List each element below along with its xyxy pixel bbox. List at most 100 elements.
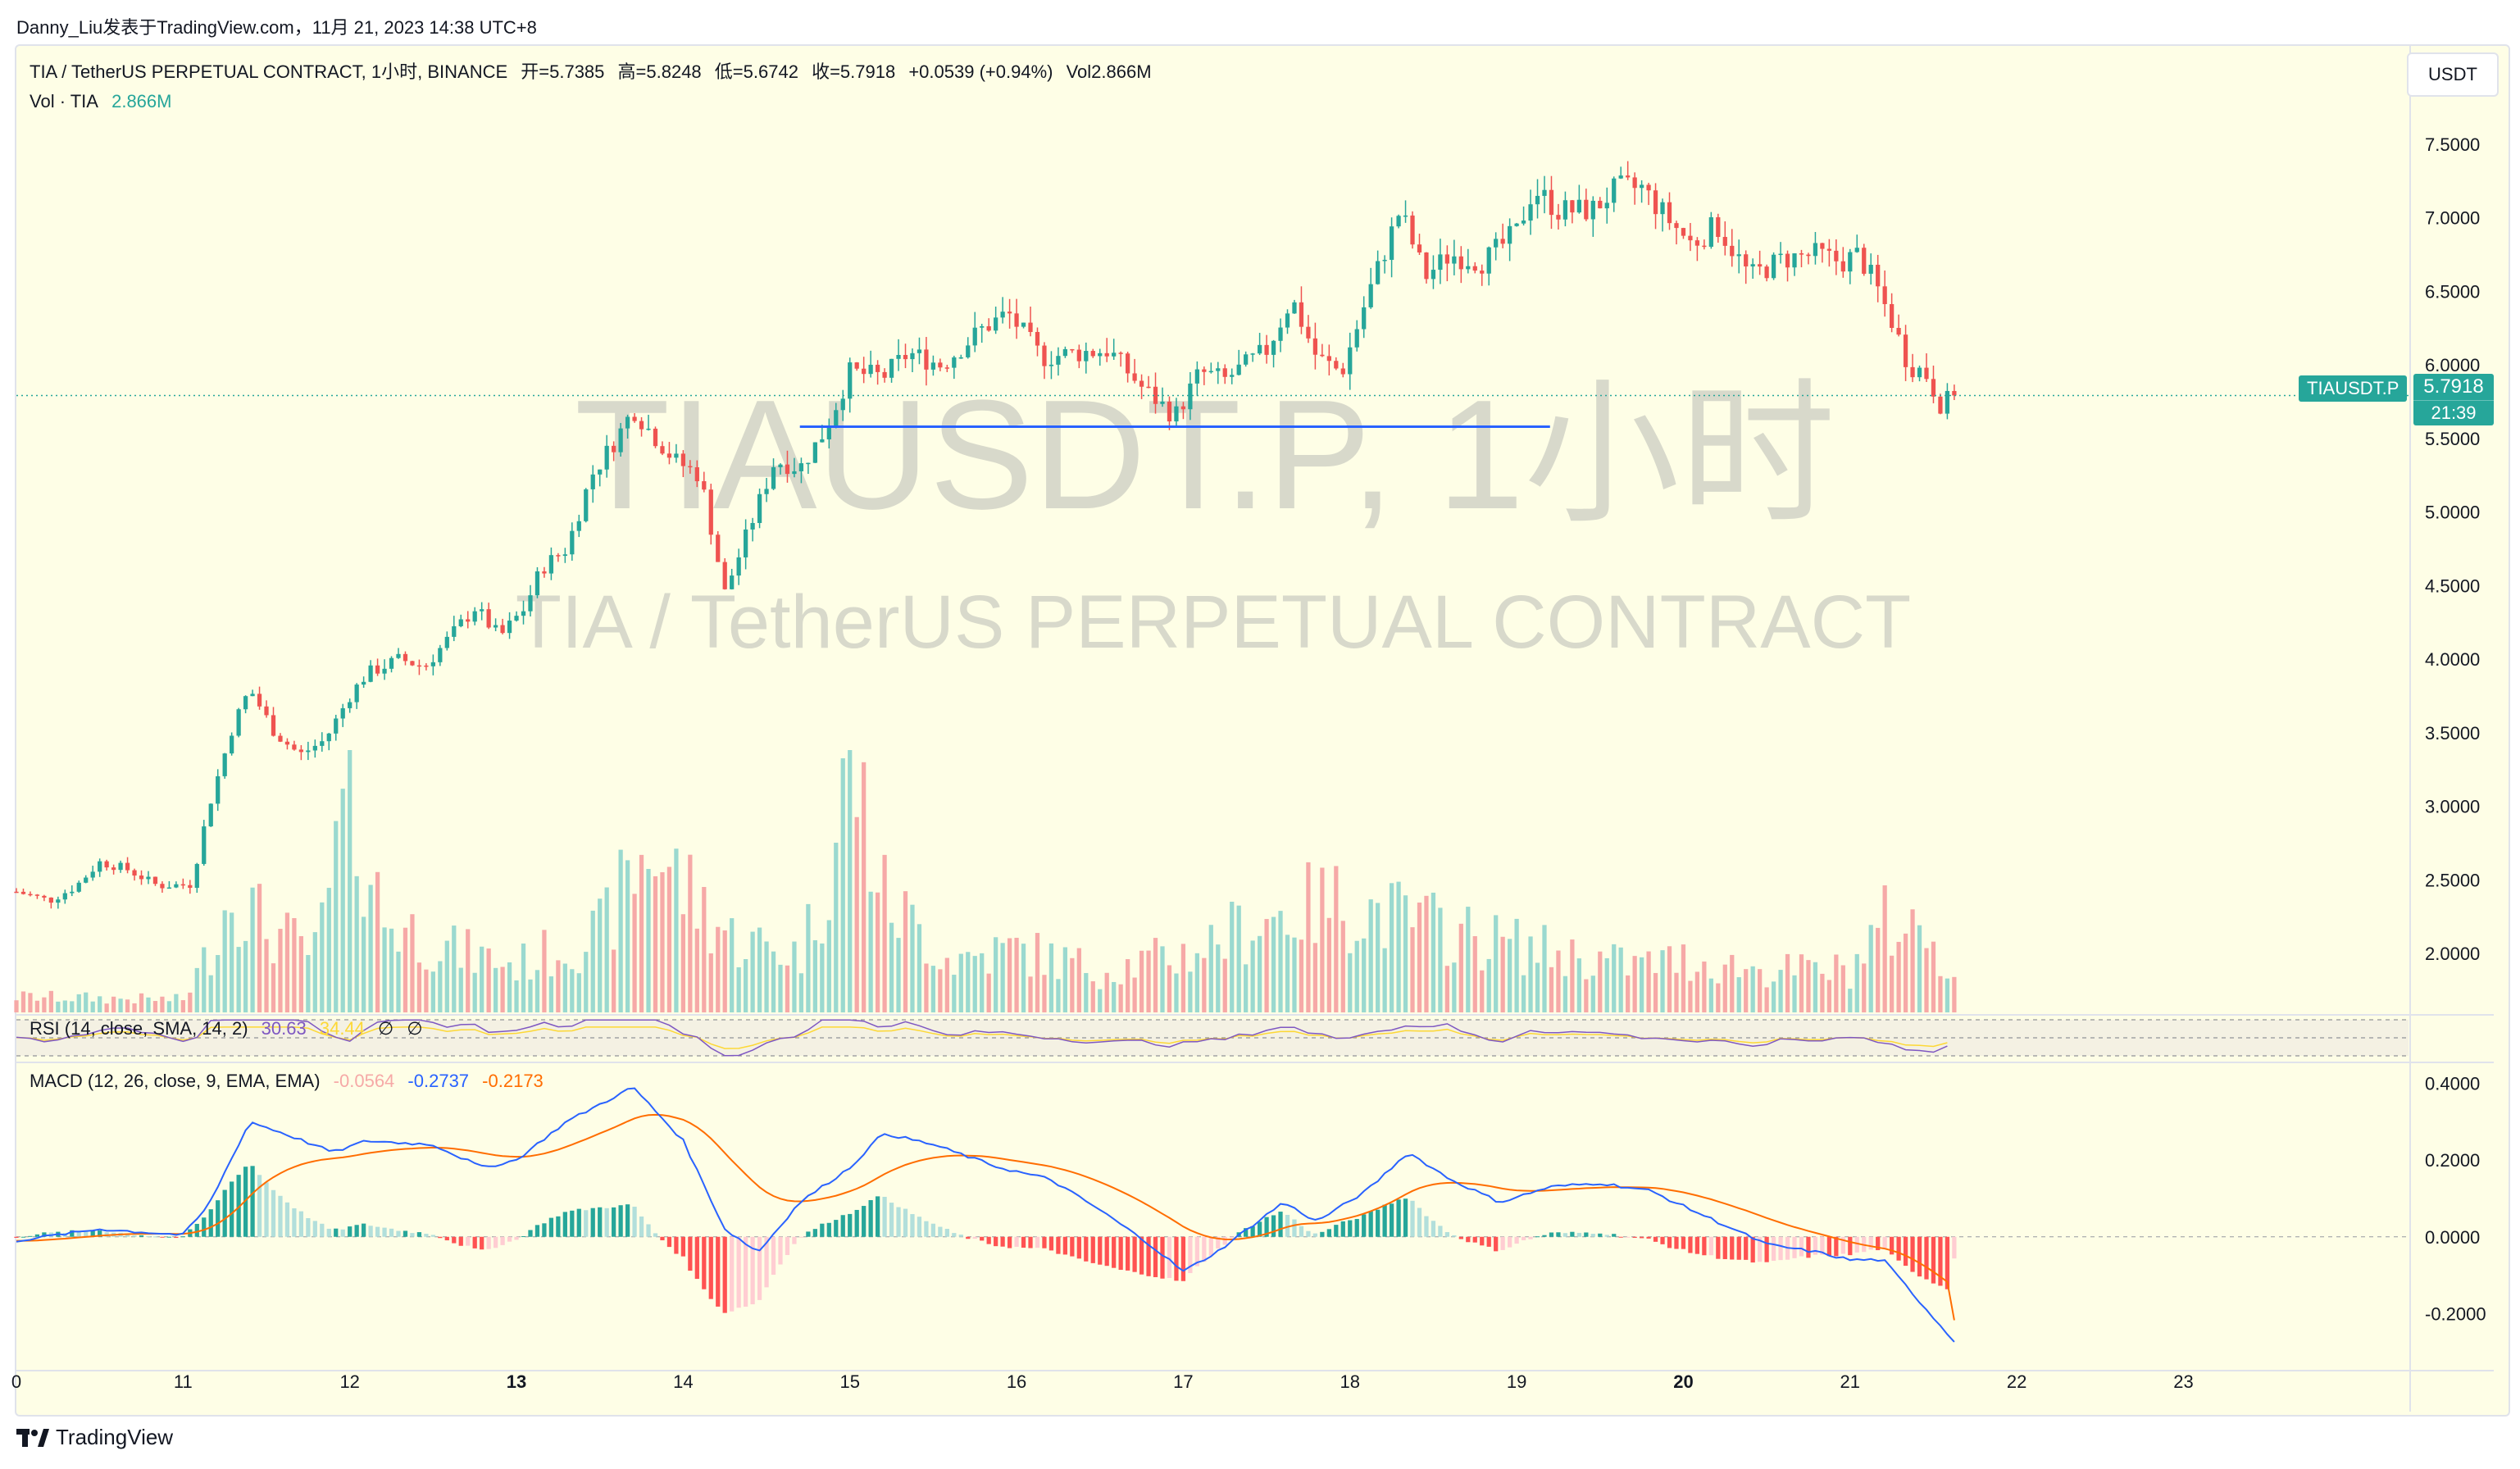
volume-bar <box>243 940 248 1012</box>
volume-bar <box>1514 918 1519 1012</box>
volume-bar <box>20 991 26 1012</box>
footer-brand[interactable]: TradingView <box>16 1425 173 1450</box>
macd-histogram-bar <box>1868 1236 1873 1250</box>
candle-body <box>486 609 491 628</box>
candle-body <box>1236 364 1241 375</box>
candle-body <box>1931 379 1936 397</box>
time-tick-label: 20 <box>1673 1371 1693 1392</box>
candle-body <box>1708 217 1713 248</box>
candle-body <box>702 481 707 490</box>
volume-bar <box>334 821 339 1012</box>
candle-body <box>958 357 963 359</box>
macd-histogram-bar <box>222 1189 227 1237</box>
macd-histogram-bar <box>1403 1198 1408 1237</box>
candle-body <box>56 899 61 903</box>
volume-bar <box>1736 977 1741 1012</box>
macd-histogram-bar <box>1160 1236 1165 1279</box>
macd-histogram-bar <box>84 1230 89 1237</box>
candle-body <box>1604 202 1609 209</box>
macd-histogram-bar <box>994 1236 998 1247</box>
volume-bar <box>458 967 463 1012</box>
low-value: 低=5.6742 <box>714 61 798 82</box>
macd-histogram-bar <box>243 1167 248 1237</box>
volume-bar <box>111 996 116 1012</box>
macd-histogram-bar <box>826 1222 831 1237</box>
volume-bar <box>840 758 845 1012</box>
macd-histogram-bar <box>1299 1226 1304 1237</box>
rsi-label[interactable]: RSI (14, close, SMA, 14, 2) <box>30 1018 248 1039</box>
time-tick-label: 16 <box>1007 1371 1026 1392</box>
candle-body <box>1494 239 1499 248</box>
volume-bar <box>493 967 498 1012</box>
candle-body <box>1292 302 1297 314</box>
volume-bar <box>410 914 415 1012</box>
chart-frame[interactable] <box>15 44 2510 1417</box>
candle-body <box>1132 373 1137 381</box>
macd-histogram-bar <box>1257 1221 1262 1237</box>
candle-body <box>646 428 651 430</box>
candle-body <box>1778 253 1783 256</box>
volume-series-label[interactable]: Vol · TIA <box>30 91 98 111</box>
candle-body <box>1194 369 1199 384</box>
volume-bar <box>590 910 595 1012</box>
macd-histogram-bar <box>584 1210 589 1237</box>
candle-body <box>1764 266 1769 279</box>
volume-bar <box>354 875 359 1012</box>
volume-bar <box>576 973 581 1012</box>
symbol-title[interactable]: TIA / TetherUS PERPETUAL CONTRACT, 1小时, … <box>30 61 508 82</box>
candle-body <box>1535 195 1540 205</box>
macd-histogram-bar <box>194 1223 199 1237</box>
time-tick-label: 0 <box>11 1371 21 1392</box>
volume-bar <box>1813 962 1818 1012</box>
volume-bar <box>875 892 880 1012</box>
candle-body <box>1848 252 1853 272</box>
candle-body <box>1403 215 1408 217</box>
currency-unit-button[interactable]: USDT <box>2407 52 2499 97</box>
volume-bar <box>1632 956 1637 1012</box>
volume-bar <box>472 972 477 1012</box>
macd-histogram-bar <box>966 1236 971 1239</box>
candle-body <box>972 327 977 346</box>
volume-bar <box>1694 971 1700 1012</box>
volume-bar <box>1167 965 1172 1012</box>
macd-histogram-bar <box>375 1226 380 1237</box>
volume-bar <box>1452 962 1457 1012</box>
volume-bar <box>76 994 81 1012</box>
candle-body <box>1362 307 1367 330</box>
macd-histogram-bar <box>875 1196 880 1237</box>
volume-bar <box>1326 917 1331 1012</box>
volume-bar <box>1132 977 1137 1012</box>
macd-histogram-bar <box>42 1232 47 1237</box>
candle-body <box>1584 199 1589 220</box>
candle-body <box>416 665 422 667</box>
macd-label[interactable]: MACD (12, 26, close, 9, EMA, EMA) <box>30 1071 321 1091</box>
macd-histogram-bar <box>757 1236 762 1300</box>
rsi-extra-1: ∅ <box>378 1018 394 1039</box>
macd-histogram-bar <box>1070 1236 1075 1257</box>
volume-bar <box>1458 923 1463 1012</box>
volume-bar <box>1007 938 1012 1012</box>
candle-body <box>1716 217 1721 238</box>
macd-histogram-bar <box>14 1236 19 1238</box>
time-tick-label: 22 <box>2007 1371 2026 1392</box>
candle-body <box>1376 261 1381 284</box>
volume-bar <box>1062 947 1068 1012</box>
macd-histogram-bar <box>1632 1236 1637 1239</box>
macd-histogram-bar <box>896 1207 901 1237</box>
macd-histogram-bar <box>1514 1236 1519 1244</box>
volume-bar <box>424 969 429 1012</box>
candle-body <box>306 750 311 753</box>
volume-bar <box>1480 970 1485 1012</box>
macd-histogram-bar <box>1952 1236 1957 1259</box>
macd-histogram-bar <box>1362 1214 1367 1237</box>
candle-body <box>1702 245 1707 248</box>
macd-histogram-bar <box>1716 1236 1721 1259</box>
candle-body <box>188 885 193 889</box>
macd-histogram-bar <box>340 1229 345 1237</box>
volume-bar <box>1048 943 1054 1012</box>
candlesticks[interactable] <box>14 161 1957 909</box>
macd-histogram-bar <box>1396 1199 1401 1237</box>
volume-bar <box>56 1001 61 1012</box>
candle-body <box>236 709 241 736</box>
